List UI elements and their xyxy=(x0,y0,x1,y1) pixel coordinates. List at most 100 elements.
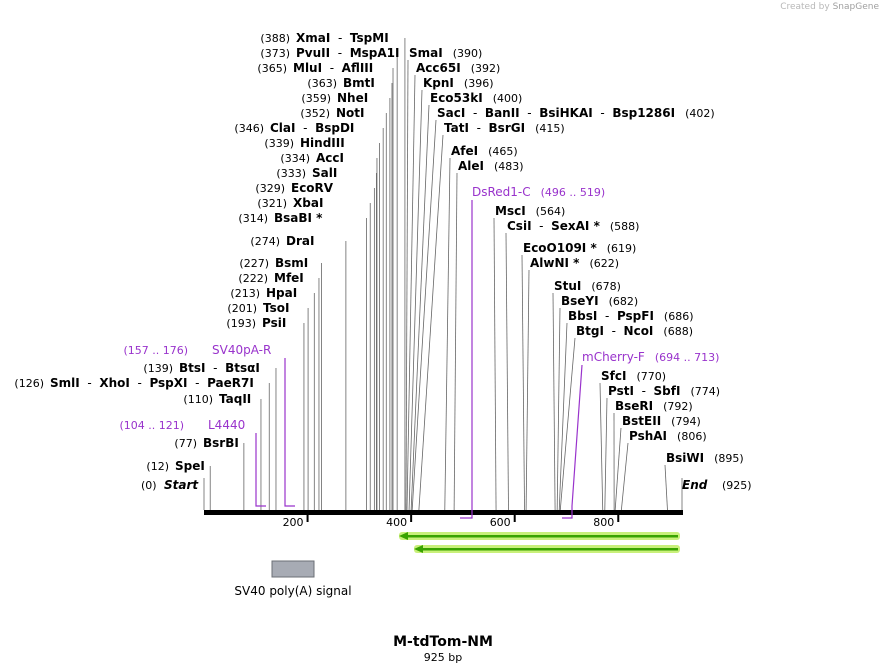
restriction-site[interactable]: SmaI (390) xyxy=(409,46,482,60)
primer-dsred1-c[interactable]: DsRed1-C (496 .. 519) xyxy=(460,185,605,519)
end-position: (925) xyxy=(722,479,752,492)
ruler-tick-label: 600 xyxy=(490,516,511,529)
restriction-site[interactable]: (314) BsaBI * xyxy=(238,211,323,225)
restriction-site[interactable]: (352) NotI xyxy=(300,106,364,120)
restriction-site[interactable]: (334) AccI xyxy=(280,151,344,165)
restriction-site[interactable]: (339) HindIII xyxy=(264,136,344,150)
restriction-site[interactable]: (139) BtsI - BtsαI xyxy=(143,361,259,375)
restriction-site[interactable]: (321) XbaI xyxy=(257,196,323,210)
site-name: SfcI xyxy=(601,369,626,383)
orf-arrow-1[interactable] xyxy=(399,532,680,540)
site-name-part: - xyxy=(295,121,315,135)
restriction-site-labels: (12) SpeI (77) BsrBI (110) TaqII (126) SmlI - X… xyxy=(14,31,743,473)
site-name-part: CsiI xyxy=(507,219,532,233)
restriction-site[interactable]: CsiI - SexAI * (588) xyxy=(507,219,639,233)
site-leader-line xyxy=(405,59,409,511)
restriction-site[interactable]: (213) HpaI xyxy=(230,286,297,300)
backbone-line xyxy=(204,510,683,515)
site-leader-line xyxy=(453,172,458,511)
site-name-part: - xyxy=(130,376,150,390)
restriction-site[interactable]: (329) EcoRV xyxy=(255,181,333,195)
site-name-part: BsiWI xyxy=(666,451,704,465)
site-position: (334) xyxy=(280,152,310,165)
restriction-site[interactable]: (193) PsiI xyxy=(226,316,286,330)
restriction-site[interactable]: PstI - SbfI (774) xyxy=(608,384,720,398)
orf-arrows xyxy=(399,532,680,553)
orf-arrow-2[interactable] xyxy=(414,545,680,553)
site-leader-line xyxy=(558,322,568,511)
site-position: (402) xyxy=(685,107,715,120)
restriction-site[interactable]: (333) SalI xyxy=(276,166,337,180)
restriction-site[interactable]: (365) MluI - AflIII xyxy=(257,61,373,75)
site-name: CsiI - SexAI * xyxy=(507,219,601,233)
site-name: SmaI xyxy=(409,46,443,60)
site-position: (314) xyxy=(238,212,268,225)
feature-box[interactable] xyxy=(271,560,315,578)
restriction-site[interactable]: (12) SpeI xyxy=(146,459,204,473)
site-name-part: EcoO109I * xyxy=(523,241,597,255)
restriction-site[interactable]: (126) SmlI - XhoI - PspXI - PaeR7I xyxy=(14,376,253,390)
restriction-site[interactable]: Eco53kI (400) xyxy=(430,91,522,105)
restriction-site[interactable]: (274) DraI xyxy=(250,234,314,248)
site-position: (564) xyxy=(536,205,566,218)
site-name: XmaI - TspMI xyxy=(296,31,389,45)
restriction-site[interactable]: MscI (564) xyxy=(495,204,565,218)
site-leader-line xyxy=(493,217,497,511)
feature-sv40-polya[interactable]: SV40 poly(A) signal xyxy=(234,560,352,598)
site-name: KpnI xyxy=(423,76,454,90)
restriction-site[interactable]: (363) BmtI xyxy=(307,76,374,90)
site-name-part: DraI xyxy=(286,234,314,248)
restriction-site[interactable]: SacI - BanII - BsiHKAI - Bsp1286I (402) xyxy=(437,106,715,120)
restriction-site[interactable]: BtgI - NcoI (688) xyxy=(576,324,693,338)
site-name: BtgI - NcoI xyxy=(576,324,653,338)
primer-bar xyxy=(284,358,295,507)
restriction-site[interactable]: SfcI (770) xyxy=(601,369,666,383)
restriction-site[interactable]: AfeI (465) xyxy=(451,144,518,158)
restriction-site[interactable]: (346) ClaI - BspDI xyxy=(234,121,354,135)
restriction-site[interactable]: BsiWI (895) xyxy=(666,451,744,465)
site-leader-line xyxy=(664,464,668,511)
restriction-site[interactable]: (77) BsrBI xyxy=(174,436,238,450)
primer-l4440[interactable]: (104 .. 121) L4440 xyxy=(119,418,266,507)
site-name-part: Bsp1286I xyxy=(612,106,675,120)
restriction-site[interactable]: (388) XmaI - TspMI xyxy=(260,31,388,45)
credit-brand: SnapGene xyxy=(832,2,879,12)
restriction-site[interactable]: (373) PvuII - MspA1I xyxy=(260,46,399,60)
restriction-site[interactable]: StuI (678) xyxy=(554,279,621,293)
ruler-tick-label: 200 xyxy=(283,516,304,529)
site-name-part: ClaI xyxy=(270,121,295,135)
site-name-part: BsrBI xyxy=(203,436,239,450)
restriction-site[interactable]: BbsI - PspFI (686) xyxy=(568,309,694,323)
restriction-site[interactable]: KpnI (396) xyxy=(423,76,494,90)
primer-mcherry-f[interactable]: mCherry-F (694 .. 713) xyxy=(562,350,719,519)
restriction-site[interactable]: (110) TaqII xyxy=(183,392,251,406)
site-name-part: HindIII xyxy=(300,136,345,150)
restriction-site[interactable]: (222) MfeI xyxy=(238,271,303,285)
restriction-site[interactable]: AlwNI * (622) xyxy=(530,256,619,270)
map-length: 925 bp xyxy=(424,651,462,664)
site-leader-line xyxy=(410,104,430,511)
site-name: SpeI xyxy=(175,459,205,473)
site-position: (895) xyxy=(714,452,744,465)
site-name: MfeI xyxy=(274,271,304,285)
restriction-site[interactable]: TatI - BsrGI (415) xyxy=(444,121,565,135)
site-leader-line xyxy=(604,397,608,511)
restriction-site[interactable]: BseRI (792) xyxy=(615,399,693,413)
restriction-site[interactable]: PshAI (806) xyxy=(629,429,707,443)
restriction-site[interactable]: BstEII (794) xyxy=(622,414,701,428)
restriction-site[interactable]: Acc65I (392) xyxy=(416,61,500,75)
primer-sv40pa-r[interactable]: (157 .. 176) SV40pA-R xyxy=(123,343,295,507)
site-name-part: BsaBI * xyxy=(274,211,323,225)
restriction-site[interactable]: AleI (483) xyxy=(458,159,524,173)
restriction-site[interactable]: BseYI (682) xyxy=(561,294,638,308)
site-name-part: - xyxy=(322,61,342,75)
site-leader-line xyxy=(406,74,416,511)
restriction-site[interactable]: (359) NheI xyxy=(301,91,368,105)
site-name-part: - xyxy=(604,324,624,338)
restriction-site[interactable]: (201) TsoI xyxy=(227,301,289,315)
restriction-site[interactable]: (227) BsmI xyxy=(239,256,308,270)
site-position: (346) xyxy=(234,122,264,135)
restriction-site[interactable]: EcoO109I * (619) xyxy=(523,241,636,255)
site-name: PstI - SbfI xyxy=(608,384,680,398)
